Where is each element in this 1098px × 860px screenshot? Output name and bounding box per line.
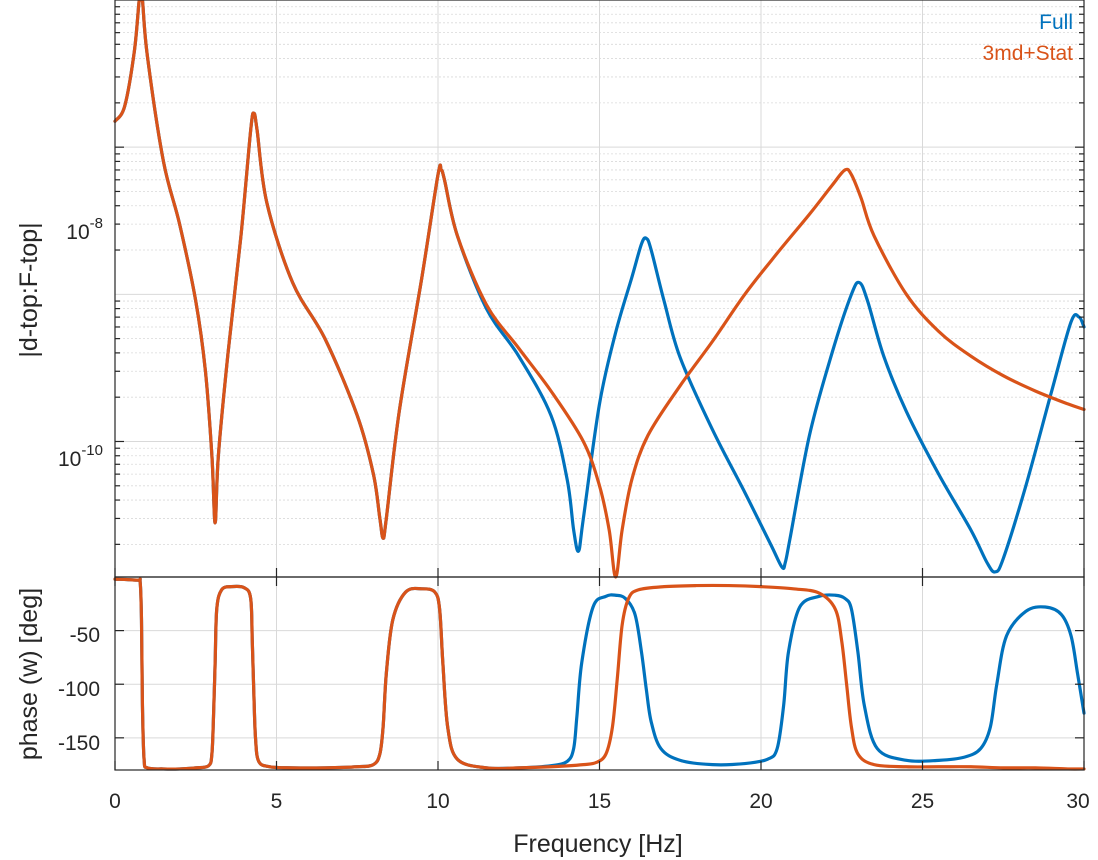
- magnitude-lines: [113, 0, 1086, 579]
- xtick-label-30: 30: [1066, 790, 1089, 813]
- xtick-label-15: 15: [588, 790, 611, 813]
- legend-entry-3md-stat: 3md+Stat: [983, 42, 1074, 65]
- phase-axes: -50 -100 -150 0 5 10 15 20 25 30 phase (…: [15, 576, 1090, 858]
- phase-lines: [113, 577, 1086, 771]
- ytick-label-1e-8: 10-8: [66, 215, 103, 244]
- legend-entry-full: Full: [1039, 11, 1073, 34]
- magnitude-ylabel: |d-top:F-top|: [15, 222, 43, 357]
- ytick-label-1e-10: 10-10: [58, 442, 103, 471]
- xtick-label-10: 10: [426, 790, 449, 813]
- xtick-label-5: 5: [271, 790, 283, 813]
- xtick-label-25: 25: [911, 790, 934, 813]
- xtick-label-20: 20: [749, 790, 772, 813]
- ytick-label-minus-100: -100: [58, 678, 100, 701]
- ytick-label-minus-50: -50: [70, 624, 100, 647]
- ytick-label-minus-150: -150: [58, 732, 100, 755]
- phase-ylabel: phase (w) [deg]: [15, 588, 43, 760]
- legend: Full 3md+Stat: [983, 11, 1074, 65]
- magnitude-line-3md-stat: [113, 0, 1086, 579]
- phase-grid: [114, 577, 1085, 770]
- phase-ticks: [114, 577, 1085, 770]
- xtick-label-0: 0: [109, 790, 121, 813]
- magnitude-ticks: [114, 6, 1085, 577]
- magnitude-axes: 10-8 10-10 |d-top:F-top| Full 3md+Stat: [15, 0, 1086, 579]
- xlabel: Frequency [Hz]: [513, 830, 683, 858]
- phase-line-3md-stat: [113, 577, 1086, 771]
